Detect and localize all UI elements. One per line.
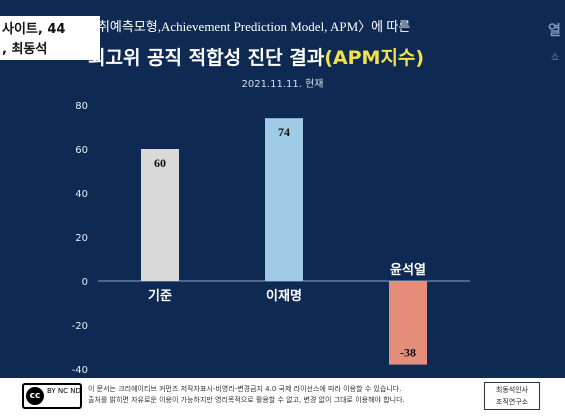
title-main: 최고위 공직 적합성 진단 결과 bbox=[88, 47, 325, 69]
y-tick-label: -20 bbox=[72, 321, 88, 332]
header-tab-line2: , 최동석 bbox=[2, 42, 48, 57]
category-label: 기준 bbox=[148, 289, 172, 304]
data-label: -38 bbox=[400, 346, 416, 360]
date-label: 2021.11.11. 현재 bbox=[241, 79, 324, 90]
category-label: 이재명 bbox=[266, 288, 302, 304]
license-text: 이 문서는 크리에이티브 커먼즈 저작자표시-비영리-변경금지 4.0 국제 라… bbox=[88, 384, 405, 406]
header-tab bbox=[0, 16, 100, 60]
data-label: 74 bbox=[278, 125, 290, 139]
bar bbox=[265, 118, 303, 281]
org-name-box: 최동석인사 조직연구소 bbox=[484, 382, 540, 410]
footer bbox=[0, 378, 565, 418]
header-tab-line1: 사이트, 44 bbox=[2, 22, 66, 37]
bar bbox=[389, 281, 427, 365]
cc-license-badge-icon[interactable]: cc BY NC ND bbox=[22, 383, 82, 409]
cc-terms-label: BY NC ND bbox=[47, 387, 81, 395]
y-tick-label: 20 bbox=[75, 233, 88, 244]
y-tick-label: 0 bbox=[82, 277, 88, 288]
category-label: 윤석열 bbox=[390, 262, 426, 278]
license-line-2: 출처를 밝히면 자유로운 이용이 가능하지만 영리목적으로 활용할 수 없고, … bbox=[88, 396, 405, 404]
y-tick-label: 60 bbox=[75, 145, 88, 156]
y-tick-label: 80 bbox=[75, 101, 88, 112]
subtitle: 성취예측모형,Achievement Prediction Model, APM… bbox=[86, 19, 411, 34]
cc-circle-icon: cc bbox=[26, 387, 44, 405]
page-title: 최고위 공직 적합성 진단 결과(APM지수) bbox=[88, 43, 424, 70]
bar bbox=[141, 149, 179, 281]
y-tick-label: -40 bbox=[72, 365, 88, 376]
corner-text-small: 쇼 bbox=[551, 53, 560, 63]
title-accent: (APM지수) bbox=[324, 47, 425, 69]
license-line-1: 이 문서는 크리에이티브 커먼즈 저작자표시-비영리-변경금지 4.0 국제 라… bbox=[88, 385, 402, 393]
corner-text: 열 bbox=[548, 23, 561, 39]
org-line-1: 최동석인사 bbox=[495, 386, 529, 394]
org-line-2: 조직연구소 bbox=[495, 398, 529, 406]
data-label: 60 bbox=[154, 156, 166, 170]
y-tick-label: 40 bbox=[75, 189, 88, 200]
